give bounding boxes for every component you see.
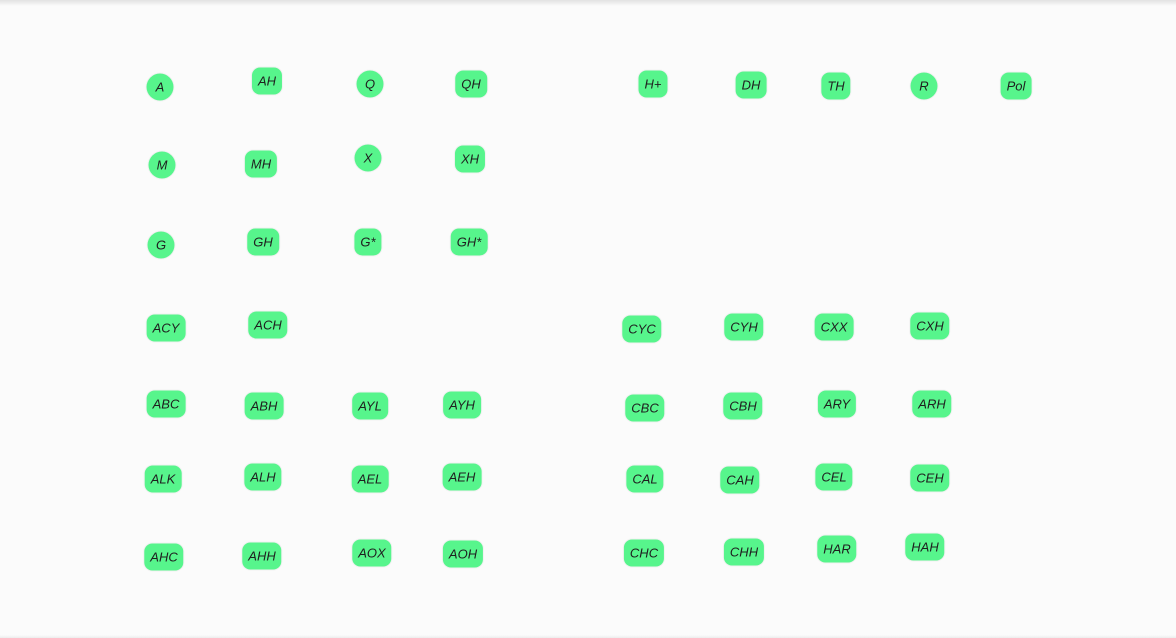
node-m[interactable]: M — [148, 151, 176, 179]
node-hplus[interactable]: H+ — [638, 70, 668, 98]
node-arh[interactable]: ARH — [912, 390, 952, 418]
top-edge-shadow — [0, 0, 1176, 6]
node-chh[interactable]: CHH — [723, 538, 765, 566]
node-alh[interactable]: ALH — [244, 463, 282, 491]
node-ghstar[interactable]: GH* — [450, 228, 488, 256]
node-hah[interactable]: HAH — [905, 533, 945, 561]
node-q[interactable]: Q — [356, 70, 384, 98]
node-gh[interactable]: GH — [247, 228, 279, 256]
node-acy[interactable]: ACY — [146, 314, 186, 342]
node-aoh[interactable]: AOH — [442, 540, 484, 568]
node-xh[interactable]: XH — [454, 145, 486, 173]
node-aox[interactable]: AOX — [352, 539, 392, 567]
node-qh[interactable]: QH — [455, 70, 487, 98]
node-th[interactable]: TH — [821, 72, 851, 100]
node-g[interactable]: G — [147, 231, 175, 259]
node-cbc[interactable]: CBC — [625, 394, 665, 422]
node-a[interactable]: A — [146, 73, 174, 101]
node-gstar[interactable]: G* — [354, 228, 382, 256]
node-mh[interactable]: MH — [244, 150, 278, 178]
node-ary[interactable]: ARY — [817, 390, 857, 418]
node-cxx[interactable]: CXX — [814, 313, 854, 341]
node-ceh[interactable]: CEH — [910, 464, 950, 492]
node-abc[interactable]: ABC — [146, 390, 186, 418]
node-har[interactable]: HAR — [817, 535, 857, 563]
node-cah[interactable]: CAH — [720, 466, 760, 494]
node-alk[interactable]: ALK — [144, 465, 182, 493]
node-cyc[interactable]: CYC — [622, 315, 662, 343]
node-r[interactable]: R — [910, 72, 938, 100]
node-chc[interactable]: CHC — [623, 539, 665, 567]
node-x[interactable]: X — [354, 144, 382, 172]
node-cbh[interactable]: CBH — [723, 392, 763, 420]
node-ahc[interactable]: AHC — [144, 543, 184, 571]
node-cyh[interactable]: CYH — [724, 313, 764, 341]
bottom-edge — [0, 635, 1176, 638]
node-ach[interactable]: ACH — [248, 311, 288, 339]
node-dh[interactable]: DH — [735, 71, 767, 99]
node-aeh[interactable]: AEH — [442, 463, 482, 491]
node-ayl[interactable]: AYL — [352, 392, 388, 420]
node-ah[interactable]: AH — [251, 67, 283, 95]
node-ahh[interactable]: AHH — [242, 542, 282, 570]
node-cel[interactable]: CEL — [815, 463, 853, 491]
node-abh[interactable]: ABH — [244, 392, 284, 420]
node-ael[interactable]: AEL — [351, 465, 389, 493]
node-pol[interactable]: Pol — [1000, 72, 1032, 100]
node-ayh[interactable]: AYH — [443, 391, 481, 419]
node-cxh[interactable]: CXH — [910, 312, 950, 340]
node-cal[interactable]: CAL — [626, 465, 664, 493]
